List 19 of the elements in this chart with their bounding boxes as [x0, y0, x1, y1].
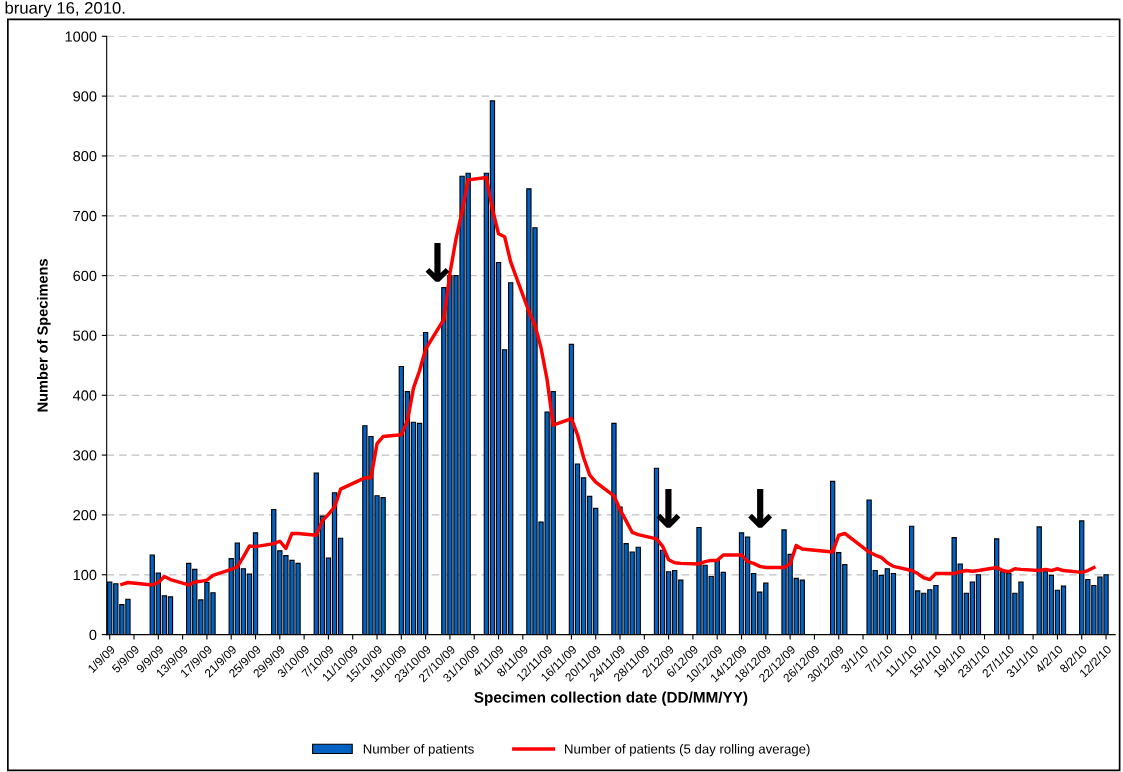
text: bruary 16, 2010. — [5, 1, 125, 18]
x-axis-title: Specimen collection date (DD/MM/YY) — [474, 691, 748, 706]
y-tick-label: 0 — [89, 629, 97, 641]
y-tick-label: 300 — [73, 450, 97, 461]
y-tick-label: 1000 — [65, 31, 97, 42]
y-tick-label: 200 — [73, 510, 97, 521]
y-tick-label: 100 — [73, 569, 97, 581]
line-series — [120, 175, 1096, 587]
y-tick-label: 700 — [73, 210, 97, 222]
legend-label: Number of patients — [363, 743, 474, 757]
annotation: ↓ — [425, 243, 450, 282]
y-tick-label: 900 — [73, 91, 97, 102]
y-tick-label: 500 — [73, 330, 97, 341]
y-tick-label: 600 — [73, 270, 97, 282]
annotation: ↓ — [748, 489, 773, 528]
y-tick-label: 400 — [72, 390, 97, 401]
y-axis-title: Number of Specimens — [37, 259, 51, 412]
y-tick-label: 800 — [73, 151, 97, 162]
legend-label: Number of patients (5 day rolling average) — [565, 743, 810, 757]
